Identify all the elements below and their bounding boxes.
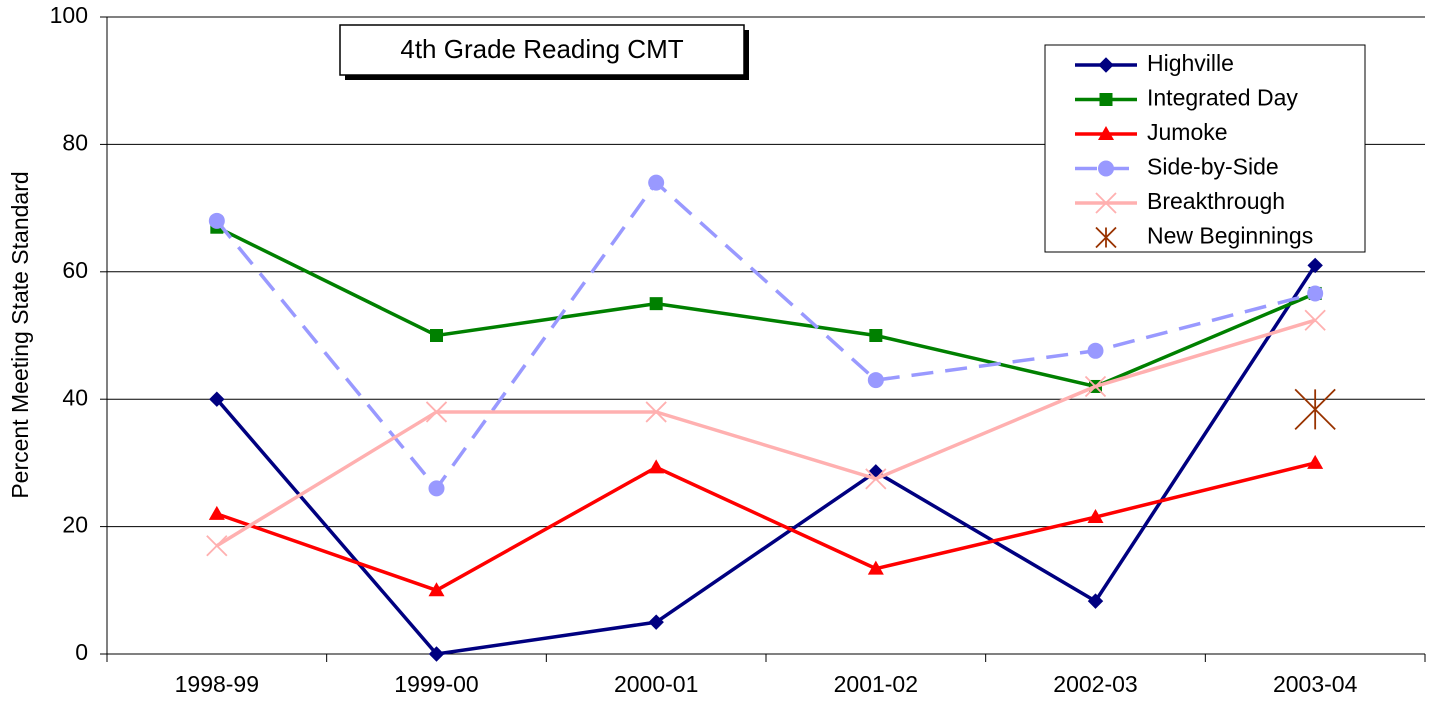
y-tick-label: 20 xyxy=(62,512,88,538)
marker xyxy=(428,646,445,662)
legend-marker xyxy=(1098,126,1114,140)
y-axis-label: Percent Meeting State Standard xyxy=(7,171,33,498)
marker xyxy=(425,401,448,423)
x-tick-label: 2000-01 xyxy=(614,671,698,697)
marker xyxy=(428,582,445,597)
y-tick-label: 60 xyxy=(62,257,88,283)
marker xyxy=(1307,257,1323,274)
marker xyxy=(1304,309,1326,331)
marker xyxy=(1307,454,1324,469)
marker xyxy=(1084,375,1107,398)
series-line xyxy=(216,225,1316,389)
y-tick-label: 80 xyxy=(62,129,88,155)
x-tick-label: 2001-02 xyxy=(834,671,918,697)
legend: Highville Integrated Day Jumoke Side-by-Sid… xyxy=(1044,44,1366,253)
legend-label: Integrated Day xyxy=(1147,85,1298,111)
series-line xyxy=(215,318,1316,548)
marker xyxy=(1307,285,1324,302)
marker xyxy=(430,329,443,342)
chart-title: 4th Grade Reading CMT xyxy=(400,34,683,64)
series-line xyxy=(215,180,1316,492)
y-tick-label: 100 xyxy=(50,2,88,28)
marker xyxy=(1294,388,1336,431)
marker xyxy=(649,297,663,311)
legend-label: Side-by-Side xyxy=(1147,154,1279,180)
legend-marker xyxy=(1099,93,1113,106)
x-tick-label: 1999-00 xyxy=(394,671,478,697)
x-tick-label: 2003-04 xyxy=(1273,671,1358,697)
marker xyxy=(208,212,225,229)
marker xyxy=(867,372,884,389)
legend-marker xyxy=(1095,192,1117,214)
marker xyxy=(208,505,225,520)
legend-marker xyxy=(1098,160,1114,177)
y-tick-label: 0 xyxy=(75,639,88,665)
series-line xyxy=(216,461,1316,593)
legend-label: New Beginnings xyxy=(1147,223,1313,249)
marker xyxy=(1087,509,1104,524)
legend-label: Highville xyxy=(1147,50,1234,76)
x-tick-label: 1998-99 xyxy=(175,671,259,697)
marker xyxy=(1087,593,1104,609)
legend-box xyxy=(1044,44,1366,253)
legend-marker xyxy=(1095,226,1117,249)
marker xyxy=(209,391,225,407)
marker xyxy=(869,329,883,342)
marker xyxy=(648,174,665,191)
marker xyxy=(865,468,887,490)
title-box xyxy=(339,24,745,76)
legend-label: Breakthrough xyxy=(1147,188,1285,214)
marker xyxy=(648,614,664,630)
marker xyxy=(645,401,667,423)
legend-marker xyxy=(1098,57,1114,73)
y-tick-label: 40 xyxy=(62,384,88,410)
legend-label: Jumoke xyxy=(1147,119,1228,145)
series-line xyxy=(215,264,1317,656)
marker xyxy=(648,459,665,474)
marker xyxy=(206,535,228,557)
x-tick-label: 2002-03 xyxy=(1053,671,1137,697)
marker xyxy=(428,480,445,497)
marker xyxy=(1087,342,1104,359)
marker xyxy=(867,560,884,575)
